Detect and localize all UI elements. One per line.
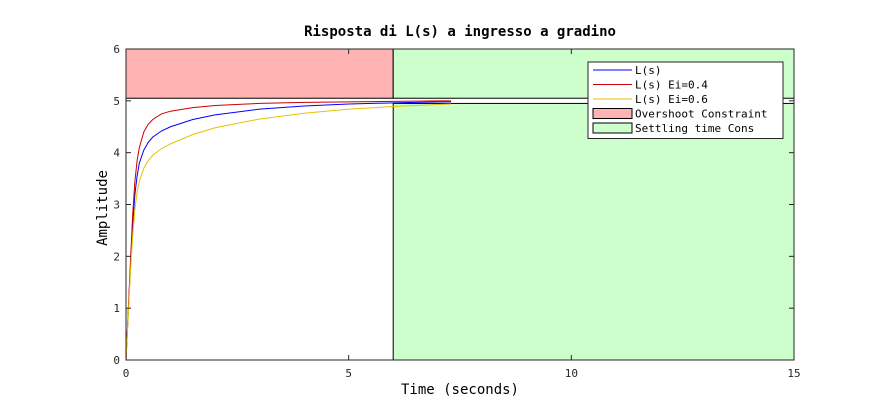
- x-tick-label: 15: [787, 367, 800, 380]
- series-line-2: [125, 100, 452, 361]
- legend-entry-label: L(s): [635, 64, 662, 77]
- legend-entry-label: L(s) Ei=0.4: [635, 79, 708, 92]
- x-tick-label: 10: [565, 367, 578, 380]
- legend-entry-label: Overshoot Constraint: [635, 108, 767, 121]
- series-line-1: [125, 101, 452, 361]
- legend: L(s) L(s) Ei=0.4L(s) Ei=0.6 Overshoot Cons…: [587, 61, 784, 139]
- chart-title: Risposta di L(s) a ingresso a gradino: [304, 24, 616, 40]
- region-overshoot-constraint: [125, 48, 394, 99]
- region-settling-time-cons: [392, 102, 795, 361]
- y-tick-label: 0: [113, 354, 120, 367]
- axis-ticks: 0 5 10 15 0 1 2 3 4 5 6: [113, 43, 800, 380]
- y-tick-label: 6: [113, 43, 120, 56]
- legend-entry-label: L(s) Ei=0.6: [635, 93, 708, 106]
- x-tick-label: 5: [345, 367, 352, 380]
- series-line-3: [125, 103, 452, 361]
- legend-swatch-patch: [592, 108, 633, 119]
- y-tick-label: 3: [113, 199, 120, 212]
- y-tick-label: 4: [113, 147, 120, 160]
- y-tick-label: 5: [113, 95, 120, 108]
- legend-entry-label: Settling time Cons: [635, 122, 754, 135]
- y-tick-label: 1: [113, 302, 120, 315]
- x-axis-label: Time (seconds): [401, 382, 519, 398]
- x-tick-label: 0: [123, 367, 130, 380]
- y-axis-label: Amplitude: [95, 170, 111, 246]
- y-tick-label: 2: [113, 250, 120, 263]
- legend-swatch-patch: [592, 122, 633, 134]
- series-lines: [125, 100, 452, 361]
